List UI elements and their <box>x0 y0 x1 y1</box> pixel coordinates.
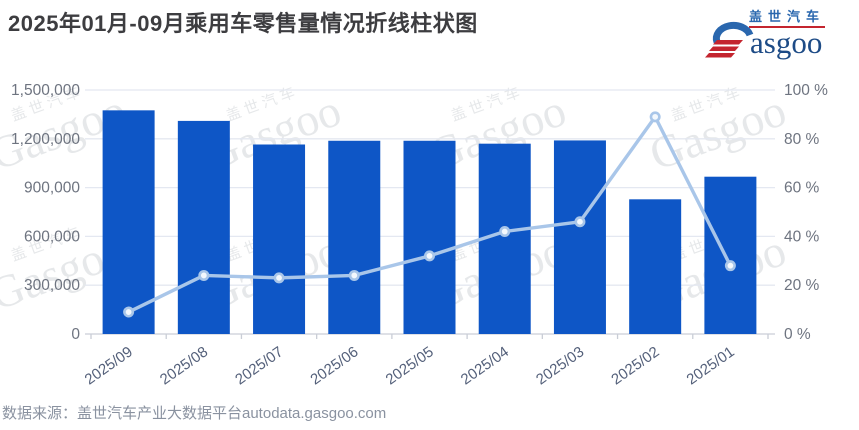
logo-cn-text: 盖世汽车 <box>749 6 826 28</box>
right-axis-tick-label: 100 % <box>784 82 828 99</box>
bar-2025/08 <box>177 120 230 334</box>
data-source-text: 数据来源：盖世汽车产业大数据平台autodata.gasgoo.com <box>2 405 387 422</box>
left-axis-tick-label: 1,500,000 <box>11 82 80 99</box>
logo-en-text: asgoo <box>750 25 823 60</box>
line-marker-2025/05 <box>423 250 435 262</box>
line-marker-2025/03 <box>574 216 586 228</box>
bar-2025/01 <box>704 176 757 334</box>
right-axis-tick-label: 60 % <box>784 180 820 197</box>
line-marker-2025/09 <box>123 306 135 318</box>
x-axis-label: 2025/09 <box>82 343 136 388</box>
line-marker-2025/06 <box>348 269 360 281</box>
line-marker-2025/02 <box>649 111 661 123</box>
x-axis-label: 2025/02 <box>608 343 662 388</box>
right-axis-tick-label: 0 % <box>784 326 811 343</box>
bar-2025/03 <box>553 140 606 334</box>
left-axis-tick-label: 600,000 <box>24 228 80 245</box>
x-axis-label: 2025/03 <box>533 343 587 388</box>
left-axis-tick-label: 0 <box>71 326 80 343</box>
left-axis-tick-label: 1,200,000 <box>11 131 80 148</box>
x-axis-label: 2025/05 <box>383 343 437 388</box>
x-axis-label: 2025/08 <box>157 343 211 388</box>
x-axis-label: 2025/01 <box>684 343 738 388</box>
x-axis-label: 2025/04 <box>458 343 512 388</box>
line-marker-2025/07 <box>273 272 285 284</box>
right-axis-tick-label: 20 % <box>784 277 820 294</box>
line-marker-2025/08 <box>198 269 210 281</box>
x-axis-label: 2025/06 <box>307 343 361 388</box>
right-axis-tick-label: 80 % <box>784 131 820 148</box>
bar-2025/06 <box>328 140 381 334</box>
gasgoo-logo: 盖世汽车 asgoo <box>703 6 853 58</box>
right-axis-tick-label: 40 % <box>784 228 820 245</box>
logo-g-icon <box>705 21 754 58</box>
bar-2025/07 <box>253 144 306 334</box>
x-axis-label: 2025/07 <box>232 343 286 388</box>
left-axis-tick-label: 900,000 <box>24 180 80 197</box>
page-title: 2025年01月-09月乘用车零售量情况折线柱状图 <box>8 11 478 36</box>
bar-2025/05 <box>403 140 456 334</box>
line-marker-2025/04 <box>499 226 511 238</box>
left-axis-tick-label: 300,000 <box>24 277 80 294</box>
bar-2025/02 <box>629 199 682 334</box>
bar-2025/09 <box>102 110 155 334</box>
line-marker-2025/01 <box>724 260 736 272</box>
